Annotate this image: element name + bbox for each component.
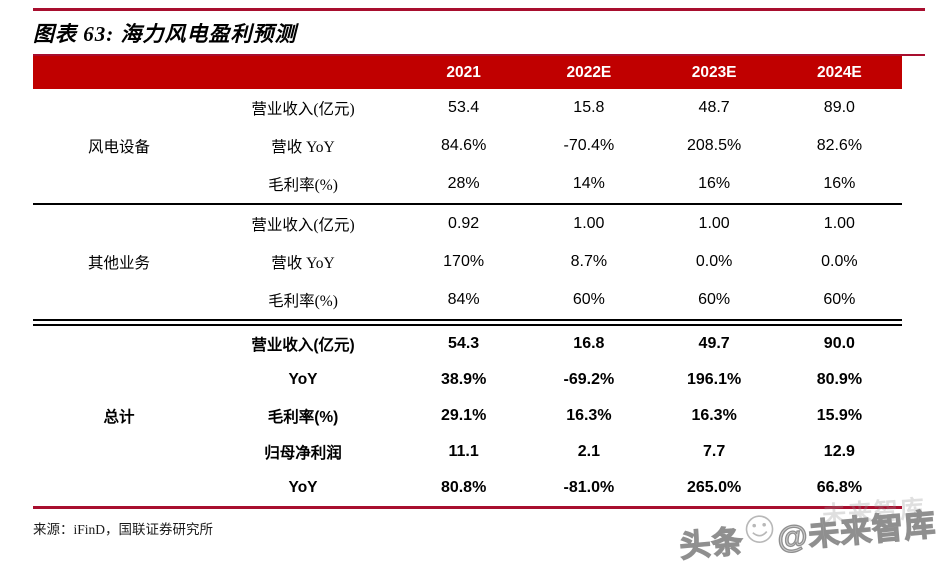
value-cell: 38.9% xyxy=(440,371,487,388)
value-cell: 208.5% xyxy=(686,137,742,154)
value-cell: 80.9% xyxy=(816,371,863,388)
value-cell: 66.8% xyxy=(816,479,863,496)
value-cell: 12.9 xyxy=(823,443,855,460)
value-cell: 15.9% xyxy=(816,407,863,424)
section-wind-equipment: 风电设备 营业收入(亿元) 53.4 15.8 48.7 89.0 营收 YoY… xyxy=(33,89,902,203)
value-cell: 7.7 xyxy=(703,443,726,460)
metric-label: 营收 YoY xyxy=(271,255,335,272)
section-other-business: 其他业务 营业收入(亿元) 0.92 1.00 1.00 1.00 营收 YoY… xyxy=(33,205,902,319)
value-cell: 0.0% xyxy=(695,253,733,270)
top-divider xyxy=(33,8,925,11)
metric-label: 归母净利润 xyxy=(264,445,342,462)
value-cell: 84.6% xyxy=(440,137,487,154)
value-cell: 16.8 xyxy=(573,335,605,352)
table-header-row: 2021 2022E 2023E 2024E xyxy=(33,56,902,89)
value-cell: 53.4 xyxy=(448,99,480,116)
value-cell: -69.2% xyxy=(563,371,615,388)
group-label: 其他业务 xyxy=(87,255,150,272)
report-figure: 图表 63: 海力风电盈利预测 2021 2022E 2023E 2024E 风… xyxy=(33,8,925,538)
column-header-2024e: 2024E xyxy=(816,63,862,81)
value-cell: 48.7 xyxy=(698,99,730,116)
value-cell: 16.3% xyxy=(566,407,612,424)
metric-label: 营业收入(亿元) xyxy=(251,337,355,354)
metric-label: 营业收入(亿元) xyxy=(251,217,355,234)
value-cell: 29.1% xyxy=(440,407,487,424)
value-cell: 0.0% xyxy=(821,253,858,270)
value-cell: 2.1 xyxy=(577,443,600,460)
column-header-2021: 2021 xyxy=(446,63,481,81)
value-cell: 90.0 xyxy=(823,335,855,352)
value-cell: 196.1% xyxy=(686,371,742,388)
value-cell: 60% xyxy=(698,291,731,308)
value-cell: 14% xyxy=(572,175,605,192)
table-bottom-divider xyxy=(33,506,902,509)
column-header-2023e: 2023E xyxy=(691,63,737,81)
value-cell: -70.4% xyxy=(563,137,615,154)
value-cell: 0.92 xyxy=(448,215,480,232)
value-cell: 1.00 xyxy=(698,215,730,232)
section-total: 总计 营业收入(亿元) 54.3 16.8 49.7 90.0 YoY 38.9… xyxy=(33,326,902,506)
column-header-2022e: 2022E xyxy=(566,63,612,81)
value-cell: 60% xyxy=(572,291,605,308)
source-note: 来源：iFinD，国联证券研究所 xyxy=(33,522,214,537)
forecast-table: 2021 2022E 2023E 2024E 风电设备 营业收入(亿元) 53.… xyxy=(33,56,902,509)
value-cell: 16% xyxy=(823,175,856,192)
section-divider xyxy=(33,203,902,205)
metric-label: 毛利率(%) xyxy=(268,177,338,194)
metric-label: YoY xyxy=(288,479,318,496)
value-cell: 265.0% xyxy=(686,479,742,496)
metric-label: 营业收入(亿元) xyxy=(251,101,355,118)
value-cell: 82.6% xyxy=(816,137,863,154)
page-title: 图表 63: 海力风电盈利预测 xyxy=(33,21,297,46)
table-top-divider xyxy=(33,54,925,56)
value-cell: 11.1 xyxy=(448,443,479,460)
value-cell: 1.00 xyxy=(573,215,605,232)
value-cell: 49.7 xyxy=(698,335,730,352)
metric-label: 营收 YoY xyxy=(271,139,335,156)
group-label: 总计 xyxy=(103,409,135,426)
value-cell: -81.0% xyxy=(563,479,615,496)
total-section-divider xyxy=(33,319,902,326)
value-cell: 1.00 xyxy=(823,215,855,232)
value-cell: 28% xyxy=(447,175,480,192)
group-label: 风电设备 xyxy=(87,139,150,156)
metric-label: 毛利率(%) xyxy=(267,409,339,426)
value-cell: 54.3 xyxy=(448,335,480,352)
value-cell: 8.7% xyxy=(570,253,608,270)
metric-label: YoY xyxy=(288,371,318,388)
value-cell: 80.8% xyxy=(440,479,487,496)
value-cell: 89.0 xyxy=(823,99,855,116)
value-cell: 16% xyxy=(698,175,731,192)
value-cell: 15.8 xyxy=(573,99,605,116)
value-cell: 60% xyxy=(823,291,856,308)
value-cell: 16.3% xyxy=(691,407,737,424)
metric-label: 毛利率(%) xyxy=(268,293,338,310)
value-cell: 84% xyxy=(447,291,480,308)
value-cell: 170% xyxy=(443,253,485,270)
